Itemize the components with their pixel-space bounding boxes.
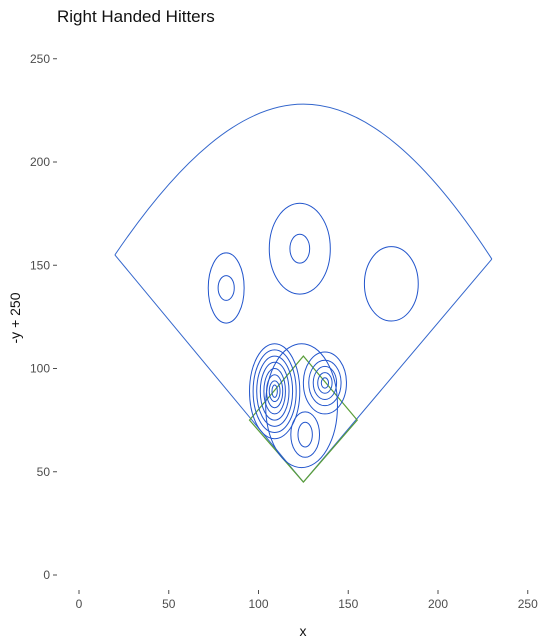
y-tick-label: 250 bbox=[30, 52, 50, 66]
contour-line bbox=[263, 368, 286, 415]
left-foul-line bbox=[114, 254, 304, 483]
contour-cluster bbox=[207, 252, 245, 324]
chart-title: Right Handed Hitters bbox=[57, 7, 215, 26]
y-tick-label: 150 bbox=[30, 258, 50, 272]
contour-line bbox=[265, 343, 338, 469]
contour-line bbox=[217, 275, 235, 301]
outfield-fence bbox=[114, 103, 493, 260]
x-tick-label: 50 bbox=[162, 597, 176, 611]
x-tick-label: 200 bbox=[428, 597, 448, 611]
plot-area bbox=[114, 103, 493, 483]
contour-line bbox=[308, 359, 342, 407]
y-tick-label: 200 bbox=[30, 155, 50, 169]
contour-line bbox=[252, 349, 297, 434]
contour-line bbox=[256, 355, 294, 427]
contour-line bbox=[317, 372, 333, 394]
x-tick-label: 250 bbox=[518, 597, 538, 611]
contour-line bbox=[320, 377, 330, 389]
contour-cluster bbox=[302, 351, 347, 415]
x-axis-label: x bbox=[300, 623, 307, 639]
contour-line bbox=[302, 351, 347, 415]
y-tick-label: 0 bbox=[43, 568, 50, 582]
infield-diamond bbox=[248, 355, 359, 483]
y-tick-label: 100 bbox=[30, 362, 50, 376]
contour-line bbox=[297, 421, 313, 448]
x-tick-label: 0 bbox=[76, 597, 83, 611]
contour-line bbox=[268, 202, 331, 295]
x-tick-label: 100 bbox=[248, 597, 268, 611]
contour-line bbox=[259, 361, 290, 421]
contour-cluster bbox=[363, 246, 419, 322]
contour-line bbox=[312, 365, 338, 400]
contour-line bbox=[249, 343, 301, 440]
contour-line bbox=[290, 411, 321, 458]
contour-line bbox=[207, 252, 245, 324]
y-tick-label: 50 bbox=[37, 465, 51, 479]
contour-cluster bbox=[268, 202, 331, 295]
y-axis-label: -y + 250 bbox=[7, 292, 23, 343]
contour-line bbox=[271, 384, 278, 398]
contour-line bbox=[268, 380, 281, 403]
contour-cluster bbox=[249, 343, 301, 440]
contour-line bbox=[289, 233, 311, 264]
contour-line bbox=[363, 246, 419, 322]
contour-cluster bbox=[265, 343, 338, 469]
y-axis: 0 50 100 150 200 250 bbox=[30, 52, 57, 582]
x-axis: 0 50 100 150 200 250 bbox=[76, 590, 538, 611]
right-foul-line bbox=[302, 258, 493, 483]
x-tick-label: 150 bbox=[338, 597, 358, 611]
contour-cluster bbox=[290, 411, 321, 458]
